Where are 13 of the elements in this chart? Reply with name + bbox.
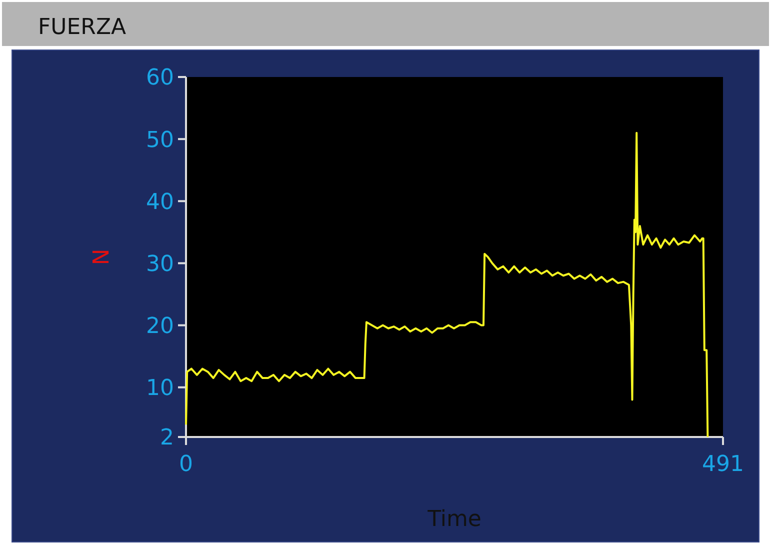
y-tick-label: 10	[146, 376, 174, 402]
y-tick-label: 40	[146, 190, 174, 215]
y-tick-label: 30	[146, 252, 174, 277]
line-series	[185, 132, 709, 438]
y-tick-label: 2	[160, 426, 174, 451]
chart-title: FUERZA	[38, 15, 126, 40]
x-tick-label: 0	[179, 452, 193, 477]
x-tick-label: 491	[702, 452, 744, 477]
y-tick-label: 50	[146, 128, 174, 153]
x-axis-title: Time	[426, 507, 482, 532]
y-axis-title: N	[86, 248, 112, 266]
y-tick-label: 60	[146, 66, 174, 91]
y-tick-label: 20	[146, 314, 174, 339]
